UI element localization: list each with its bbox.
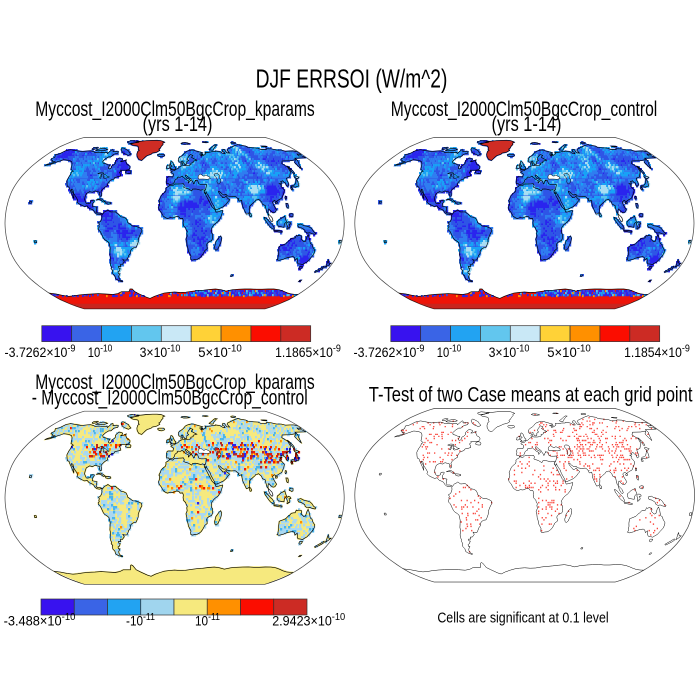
svg-text:2.9423×10-10: 2.9423×10-10	[272, 612, 345, 629]
svg-text:T-Test of two Case means at ea: T-Test of two Case means at each grid po…	[369, 384, 693, 407]
svg-text:Myccost_I2000Clm50BgcCrop_kpar: Myccost_I2000Clm50BgcCrop_kparams	[35, 370, 314, 395]
svg-text:-3.7262×10-9: -3.7262×10-9	[354, 343, 425, 360]
svg-text:(yrs 1-14): (yrs 1-14)	[492, 112, 562, 135]
svg-text:-3.7262×10-9: -3.7262×10-9	[5, 343, 76, 360]
svg-text:DJF ERRSOI (W/m^2): DJF ERRSOI (W/m^2)	[256, 64, 448, 94]
svg-text:1.1854×10-9: 1.1854×10-9	[624, 343, 690, 360]
svg-text:-3.488×10-10: -3.488×10-10	[4, 612, 76, 629]
svg-text:(yrs 1-14): (yrs 1-14)	[143, 112, 213, 135]
svg-text:- Myccost_I2000Clm50BgcCrop_co: - Myccost_I2000Clm50BgcCrop_control	[32, 385, 308, 410]
svg-text:Cells are significant at 0.1 l: Cells are significant at 0.1 level	[437, 610, 608, 626]
svg-text:1.1865×10-9: 1.1865×10-9	[275, 343, 341, 360]
svg-text:Myccost_I2000Clm50BgcCrop_cont: Myccost_I2000Clm50BgcCrop_control	[391, 97, 657, 122]
svg-text:Myccost_I2000Clm50BgcCrop_kpar: Myccost_I2000Clm50BgcCrop_kparams	[35, 97, 314, 122]
